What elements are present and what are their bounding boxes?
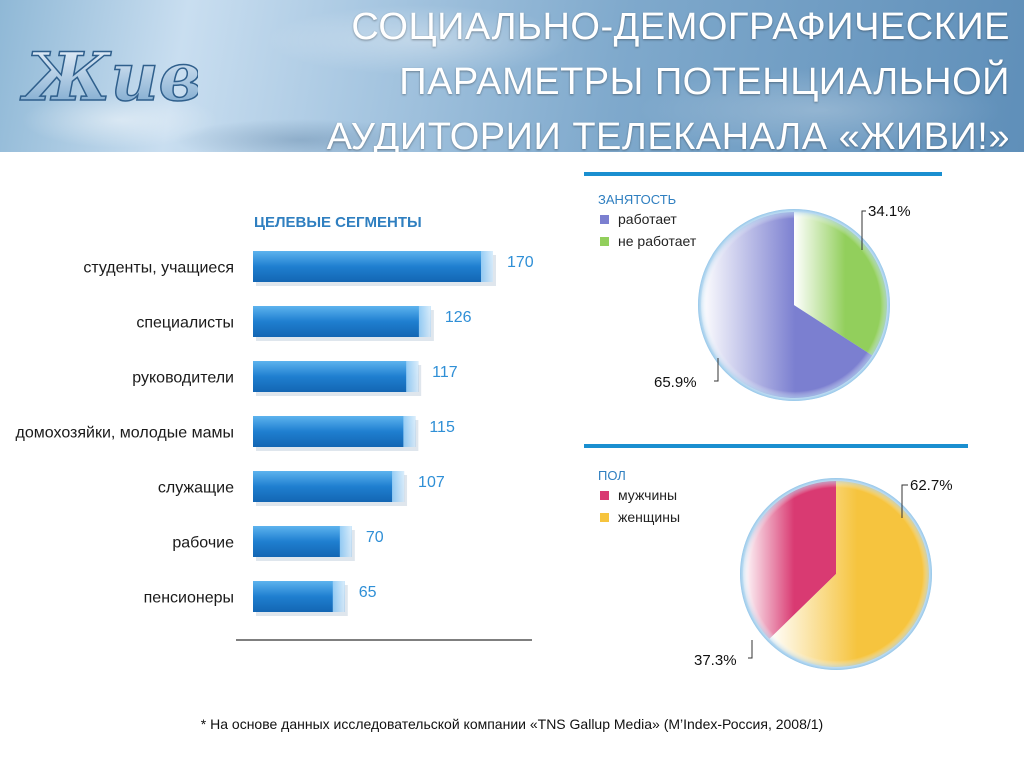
bar-highlight [392,471,405,502]
pie-gloss [698,209,890,401]
category-label: специалисты [136,315,234,332]
bar-highlight [481,251,493,282]
legend-swatch [600,491,609,500]
bar-highlight [339,526,352,557]
value-label: 126 [445,309,472,326]
value-label: 65 [359,584,377,601]
footnote: * На основе данных исследовательской ком… [200,716,824,732]
water-background [0,0,1024,152]
value-label: 170 [507,254,534,271]
legend-swatch [600,237,609,246]
value-label: 117 [432,364,458,381]
svg-text:Живи!: Живи! [19,38,198,116]
target-segments-chart: ЦЕЛЕВЫЕ СЕГМЕНТЫ студенты, учащиеся 170 спе… [16,214,534,641]
page-title: СОЦИАЛЬНО-ДЕМОГРАФИЧЕСКИЕ ПАРАМЕТРЫ ПОТЕ… [290,0,1010,152]
bar-highlight [332,581,345,612]
pie-value-label: 62.7% [910,477,953,494]
bar-highlight [406,361,419,392]
legend-label: мужчины [618,487,677,503]
bar [253,526,352,557]
category-label: пенсионеры [144,590,234,607]
pie-title: ПОЛ [598,468,626,483]
legend-swatch [600,215,609,224]
pie-value-label: 34.1% [868,203,911,220]
pie-value-label: 65.9% [654,374,697,391]
value-label: 107 [418,474,445,491]
pie-gloss [740,478,932,670]
title-line-2: ПАРАМЕТРЫ ПОТЕНЦИАЛЬНОЙ [399,61,1010,103]
gender-pie-chart: ПОЛ мужчины женщины 62.7% 37.3% [584,444,968,670]
bar [253,471,405,502]
zhivi-logo: Живи! [18,37,198,117]
leader-line [861,210,866,250]
bar-chart-title: ЦЕЛЕВЫЕ СЕГМЕНТЫ [254,214,422,231]
bar [253,581,345,612]
legend-swatch [600,513,609,522]
legend-label: работает [618,211,677,227]
header-banner: Живи! СОЦИАЛЬНО-ДЕМОГРАФИЧЕСКИЕ ПАРАМЕТР… [0,0,1024,152]
pie-title: ЗАНЯТОСТЬ [598,192,676,207]
bar [253,251,493,282]
section-rule [584,172,942,176]
bar [253,416,416,447]
employment-pie-chart: ЗАНЯТОСТЬ работает не работает 34.1% 65.9% [584,172,942,401]
category-label: домохозяйки, молодые мамы [16,425,234,442]
legend-label: не работает [618,233,697,249]
bar-highlight [418,306,431,337]
leader-line [714,358,719,382]
value-label: 70 [366,529,384,546]
category-label: руководители [132,370,234,387]
legend-label: женщины [618,509,680,525]
leader-line [901,484,908,518]
bar [253,361,419,392]
bar [253,306,431,337]
category-label: студенты, учащиеся [83,260,234,277]
category-label: служащие [158,480,234,497]
category-label: рабочие [172,535,234,552]
pie-value-label: 37.3% [694,652,737,669]
title-line-3: АУДИТОРИИ ТЕЛЕКАНАЛА «ЖИВИ!» [326,116,1010,152]
leader-line [748,640,753,659]
value-label: 115 [429,419,455,436]
title-line-1: СОЦИАЛЬНО-ДЕМОГРАФИЧЕСКИЕ [351,6,1010,48]
section-rule [584,444,968,448]
bar-highlight [403,416,416,447]
